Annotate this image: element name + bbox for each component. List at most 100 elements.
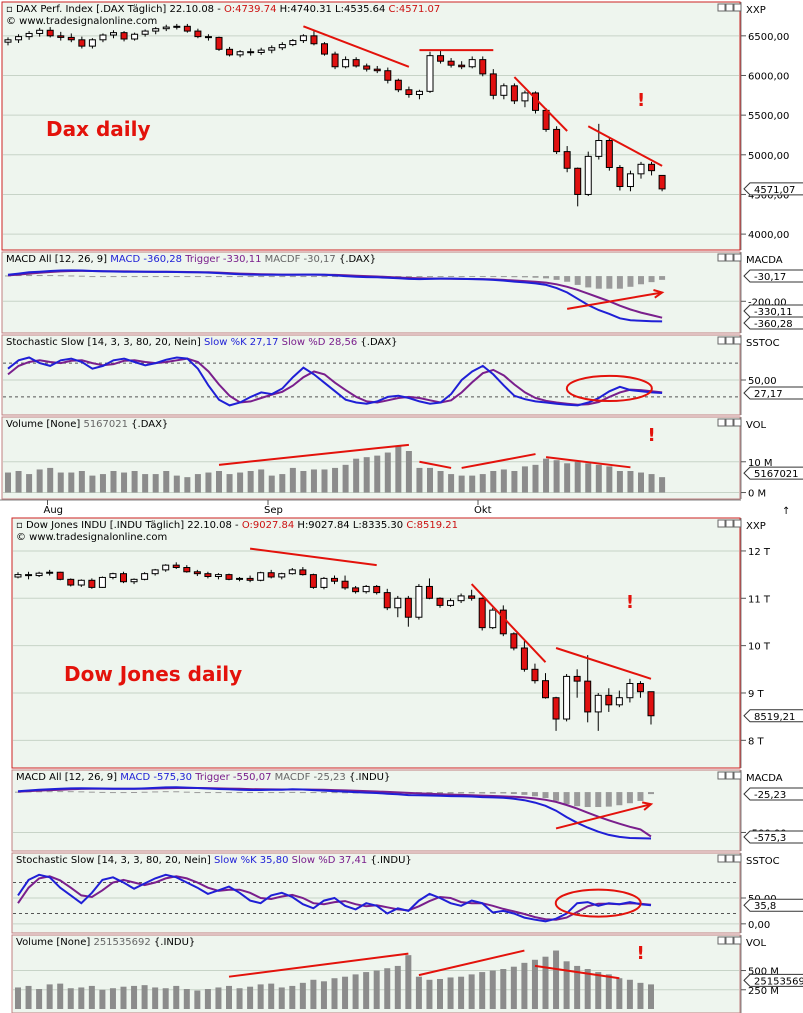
- close-icon[interactable]: [733, 771, 742, 780]
- candle: [605, 688, 613, 712]
- candle: [172, 562, 180, 569]
- y-tick-label: -200,00: [748, 297, 787, 308]
- volume-bar: [373, 970, 380, 1009]
- candle-body: [574, 167, 582, 195]
- candle: [415, 584, 423, 620]
- minimize-icon[interactable]: [717, 936, 726, 945]
- volume-bar: [57, 983, 64, 1009]
- candle-body: [626, 173, 634, 188]
- macd-histogram-bar: [416, 276, 423, 278]
- panel-header: [3, 3, 739, 14]
- candle: [489, 607, 497, 630]
- candle-body: [405, 89, 413, 96]
- macd-histogram-bar: [332, 276, 339, 278]
- volume-bar: [36, 989, 43, 1009]
- volume-bar: [47, 467, 54, 493]
- candle-body: [436, 597, 444, 606]
- macd-histogram-bar: [543, 276, 550, 279]
- candle-body: [342, 59, 350, 68]
- macd-histogram-bar: [479, 276, 486, 278]
- close-icon[interactable]: [733, 854, 742, 863]
- macd-histogram-bar: [67, 791, 74, 793]
- close-icon[interactable]: [733, 336, 742, 345]
- candle-body: [373, 585, 381, 594]
- candle-body: [626, 683, 634, 699]
- maximize-icon[interactable]: [725, 253, 734, 262]
- series-label-2: MACDF -30,17: [265, 254, 339, 265]
- value-tag: [743, 973, 803, 987]
- indicator-header: Stochastic Slow [14, 3, 3, 80, 20, Nein]…: [16, 855, 412, 866]
- macd-histogram-bar: [626, 792, 633, 804]
- volume-bar: [616, 978, 623, 1009]
- candle-body: [605, 140, 613, 168]
- series-label-3: {.INDU}: [349, 772, 390, 783]
- macd-histogram-bar: [321, 276, 328, 278]
- candle: [415, 89, 423, 100]
- candle: [436, 597, 444, 608]
- close-icon[interactable]: [733, 253, 742, 262]
- volume-bar: [162, 988, 169, 1009]
- candle-body: [77, 579, 85, 586]
- panel-header: [3, 336, 739, 347]
- maximize-icon[interactable]: [725, 854, 734, 863]
- macd-histogram-bar: [320, 792, 327, 794]
- minimize-icon[interactable]: [717, 336, 726, 345]
- candle: [194, 28, 202, 39]
- minimize-icon[interactable]: [717, 771, 726, 780]
- candle: [299, 34, 307, 43]
- close-icon[interactable]: [733, 418, 742, 427]
- candle: [331, 575, 338, 585]
- volume-bar: [67, 988, 74, 1009]
- minimize-icon[interactable]: [717, 418, 726, 427]
- last-volume: 251535692: [93, 937, 153, 948]
- maximize-icon[interactable]: [725, 3, 734, 12]
- macd-histogram-bar: [99, 791, 106, 793]
- maximize-icon[interactable]: [725, 936, 734, 945]
- header-title: ▫ Dow Jones INDU [.INDU Täglich] 22.10.0…: [16, 520, 242, 531]
- ohlc-c: C:8519.21: [406, 520, 458, 531]
- volume-trendline: [461, 453, 536, 469]
- candle: [36, 27, 44, 37]
- ohlc-l: L:8335.30: [353, 520, 406, 531]
- minimize-icon[interactable]: [717, 519, 726, 528]
- ohlc-o: O:9027.84: [242, 520, 298, 531]
- exclamation-mark: !: [637, 90, 645, 111]
- candle: [141, 29, 149, 37]
- volume-trendline: [418, 949, 525, 977]
- volume-bar: [310, 469, 317, 493]
- scale-label: MACDA: [746, 773, 783, 784]
- macd-histogram-bar: [131, 791, 138, 793]
- candle: [257, 47, 265, 55]
- maximize-icon[interactable]: [725, 771, 734, 780]
- volume-bar: [278, 987, 285, 1009]
- series-label-0: MACD -575,30: [120, 772, 195, 783]
- minimize-icon[interactable]: [717, 253, 726, 262]
- minimize-icon[interactable]: [717, 3, 726, 12]
- maximize-icon[interactable]: [725, 418, 734, 427]
- x-axis-label: Okt: [474, 505, 492, 516]
- maximize-icon[interactable]: [725, 519, 734, 528]
- candle-body: [415, 90, 423, 96]
- macd-histogram-bar: [152, 276, 159, 278]
- minimize-icon[interactable]: [717, 854, 726, 863]
- macd-histogram-bar: [121, 276, 128, 278]
- macd-histogram-bar: [564, 276, 571, 282]
- close-icon[interactable]: [733, 936, 742, 945]
- macd-histogram-bar: [595, 276, 602, 289]
- price-trendline: [513, 76, 568, 132]
- y-tick-label: 500 M: [748, 967, 779, 978]
- macd-histogram-bar: [289, 276, 296, 278]
- series-label-1: Trigger -550,07: [194, 772, 274, 783]
- volume-bar: [553, 950, 560, 1009]
- close-icon[interactable]: [733, 3, 742, 12]
- candle: [257, 571, 265, 582]
- close-icon[interactable]: [733, 519, 742, 528]
- scroll-arrow-icon: ↑: [782, 506, 790, 517]
- candle: [468, 56, 476, 69]
- macd-histogram-bar: [299, 792, 306, 794]
- candle: [236, 50, 244, 58]
- candle: [15, 34, 23, 43]
- candle-body: [88, 579, 96, 588]
- maximize-icon[interactable]: [725, 336, 734, 345]
- macd-histogram-bar: [131, 276, 138, 278]
